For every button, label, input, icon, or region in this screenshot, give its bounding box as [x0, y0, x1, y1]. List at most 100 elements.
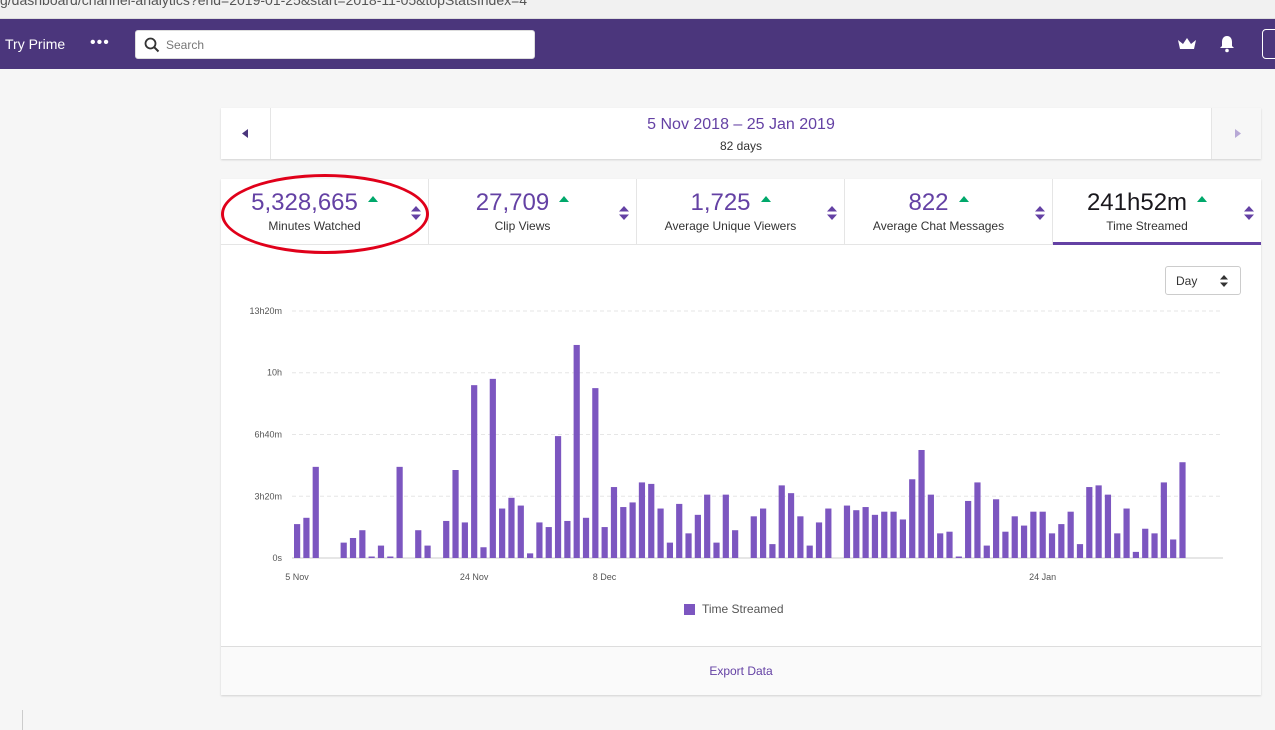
chart-bar: [480, 547, 487, 558]
chart-bar: [797, 516, 804, 558]
chart-bar: [638, 482, 646, 558]
chart-bar: [424, 545, 431, 558]
red-annotation-ellipse: [221, 174, 429, 254]
chart-bar: [527, 553, 534, 558]
date-range-label[interactable]: 5 Nov 2018 – 25 Jan 2019: [647, 116, 835, 133]
chart-bar: [1076, 544, 1084, 558]
chart-bar: [1002, 531, 1009, 558]
chart-bar: [536, 522, 543, 558]
stat-value: 1,725: [690, 189, 751, 216]
y-tick-label: 6h40m: [254, 429, 282, 439]
chart-bar: [1123, 508, 1130, 558]
chart-bar: [1086, 487, 1093, 558]
next-range-button[interactable]: [1211, 108, 1261, 159]
y-tick-label: 3h20m: [254, 491, 282, 501]
chart-bar: [1030, 511, 1037, 558]
chart-bar: [396, 466, 403, 558]
stat-average-unique-viewers[interactable]: 1,725 Average Unique Viewers: [637, 179, 845, 245]
sort-icon[interactable]: [827, 206, 837, 220]
chart-bar: [387, 556, 394, 558]
y-tick-label: 0s: [272, 553, 282, 563]
chart-bar: [965, 500, 972, 558]
chart-bar: [955, 556, 962, 558]
chart-bar: [508, 497, 515, 558]
trend-up-icon: [1197, 196, 1208, 202]
caret-left-icon: [242, 129, 248, 138]
stat-time-streamed[interactable]: 241h52m Time Streamed: [1053, 179, 1261, 245]
stats-panel: 5,328,665 Minutes Watched 27,709 Clip Vi…: [221, 179, 1261, 695]
stat-clip-views[interactable]: 27,709 Clip Views: [429, 179, 637, 245]
chart-bar: [937, 533, 944, 558]
chart-bar: [489, 378, 496, 558]
sort-icon[interactable]: [1035, 206, 1045, 220]
chart-bar: [1151, 533, 1158, 558]
chart-bar: [1048, 533, 1056, 558]
x-tick-label: 24 Nov: [460, 572, 489, 582]
chart-bar: [1160, 482, 1167, 558]
stat-value: 241h52m: [1086, 189, 1188, 216]
chart-bar: [974, 482, 981, 558]
chart-bar: [732, 530, 739, 558]
search-input[interactable]: [166, 35, 526, 55]
x-tick-label: 5 Nov: [285, 572, 309, 582]
notifications-bell-icon[interactable]: [1218, 35, 1236, 53]
chart-bar: [582, 517, 590, 558]
chart-bar: [806, 545, 813, 558]
x-tick-label: 8 Dec: [593, 572, 617, 582]
chart-bar: [1132, 551, 1139, 558]
chart-bar: [853, 510, 860, 558]
chart-bar: [359, 530, 366, 558]
more-menu-button[interactable]: •••: [90, 34, 110, 51]
export-data-link[interactable]: Export Data: [709, 664, 773, 678]
chart-bar: [1114, 533, 1121, 558]
search-box[interactable]: [135, 30, 535, 59]
stat-value: 27,709: [475, 189, 550, 216]
stat-label: Clip Views: [494, 219, 551, 233]
chart-bar: [946, 531, 953, 558]
stat-label: Time Streamed: [1106, 219, 1188, 233]
chart-bar: [825, 508, 832, 558]
chart-bar: [881, 511, 888, 558]
chart-bar: [1067, 511, 1074, 558]
browser-url-bar[interactable]: g/dashboard/channel-analytics?end=2019-0…: [0, 0, 1275, 19]
chart-bar: [368, 556, 375, 558]
export-bar: Export Data: [221, 646, 1261, 695]
previous-range-button[interactable]: [221, 108, 271, 159]
chart-bar: [1020, 525, 1028, 558]
divider: [22, 710, 23, 730]
interval-select[interactable]: Day: [1165, 266, 1241, 295]
select-chevron-icon: [1220, 275, 1228, 287]
chart-bar: [769, 544, 776, 558]
chart-bar: [1104, 494, 1112, 558]
sort-icon[interactable]: [619, 206, 629, 220]
chart-bar: [629, 502, 636, 558]
chart-bar: [620, 507, 627, 558]
crown-icon[interactable]: [1177, 37, 1197, 51]
date-days-count: 82 days: [719, 139, 763, 153]
chart-bar: [983, 545, 990, 558]
try-prime-link[interactable]: Try Prime: [5, 36, 66, 52]
chart-bar: [1170, 539, 1177, 558]
chart-bar: [890, 511, 897, 558]
chart-bar: [862, 507, 869, 558]
trend-up-icon: [760, 196, 771, 202]
chart-bar: [927, 494, 934, 558]
chart-bar: [909, 479, 916, 558]
chart-bar: [778, 485, 785, 558]
user-menu-button[interactable]: [1262, 29, 1275, 59]
chart-bar: [499, 508, 506, 558]
chart-bar: [993, 499, 1000, 558]
chart-bar: [843, 505, 851, 558]
stat-average-chat-messages[interactable]: 822 Average Chat Messages: [845, 179, 1053, 245]
chart-bar: [1058, 524, 1065, 558]
chart-bar: [871, 514, 879, 558]
chart-bar: [452, 470, 459, 558]
chart-bar: [554, 436, 562, 558]
chart-bar: [377, 545, 385, 558]
chart-bar: [1095, 485, 1102, 558]
chart-bar: [648, 483, 655, 558]
chart-bar: [312, 466, 319, 558]
chart-bar: [601, 527, 608, 558]
sort-icon[interactable]: [1244, 206, 1254, 220]
y-tick-label: 10h: [267, 368, 282, 378]
